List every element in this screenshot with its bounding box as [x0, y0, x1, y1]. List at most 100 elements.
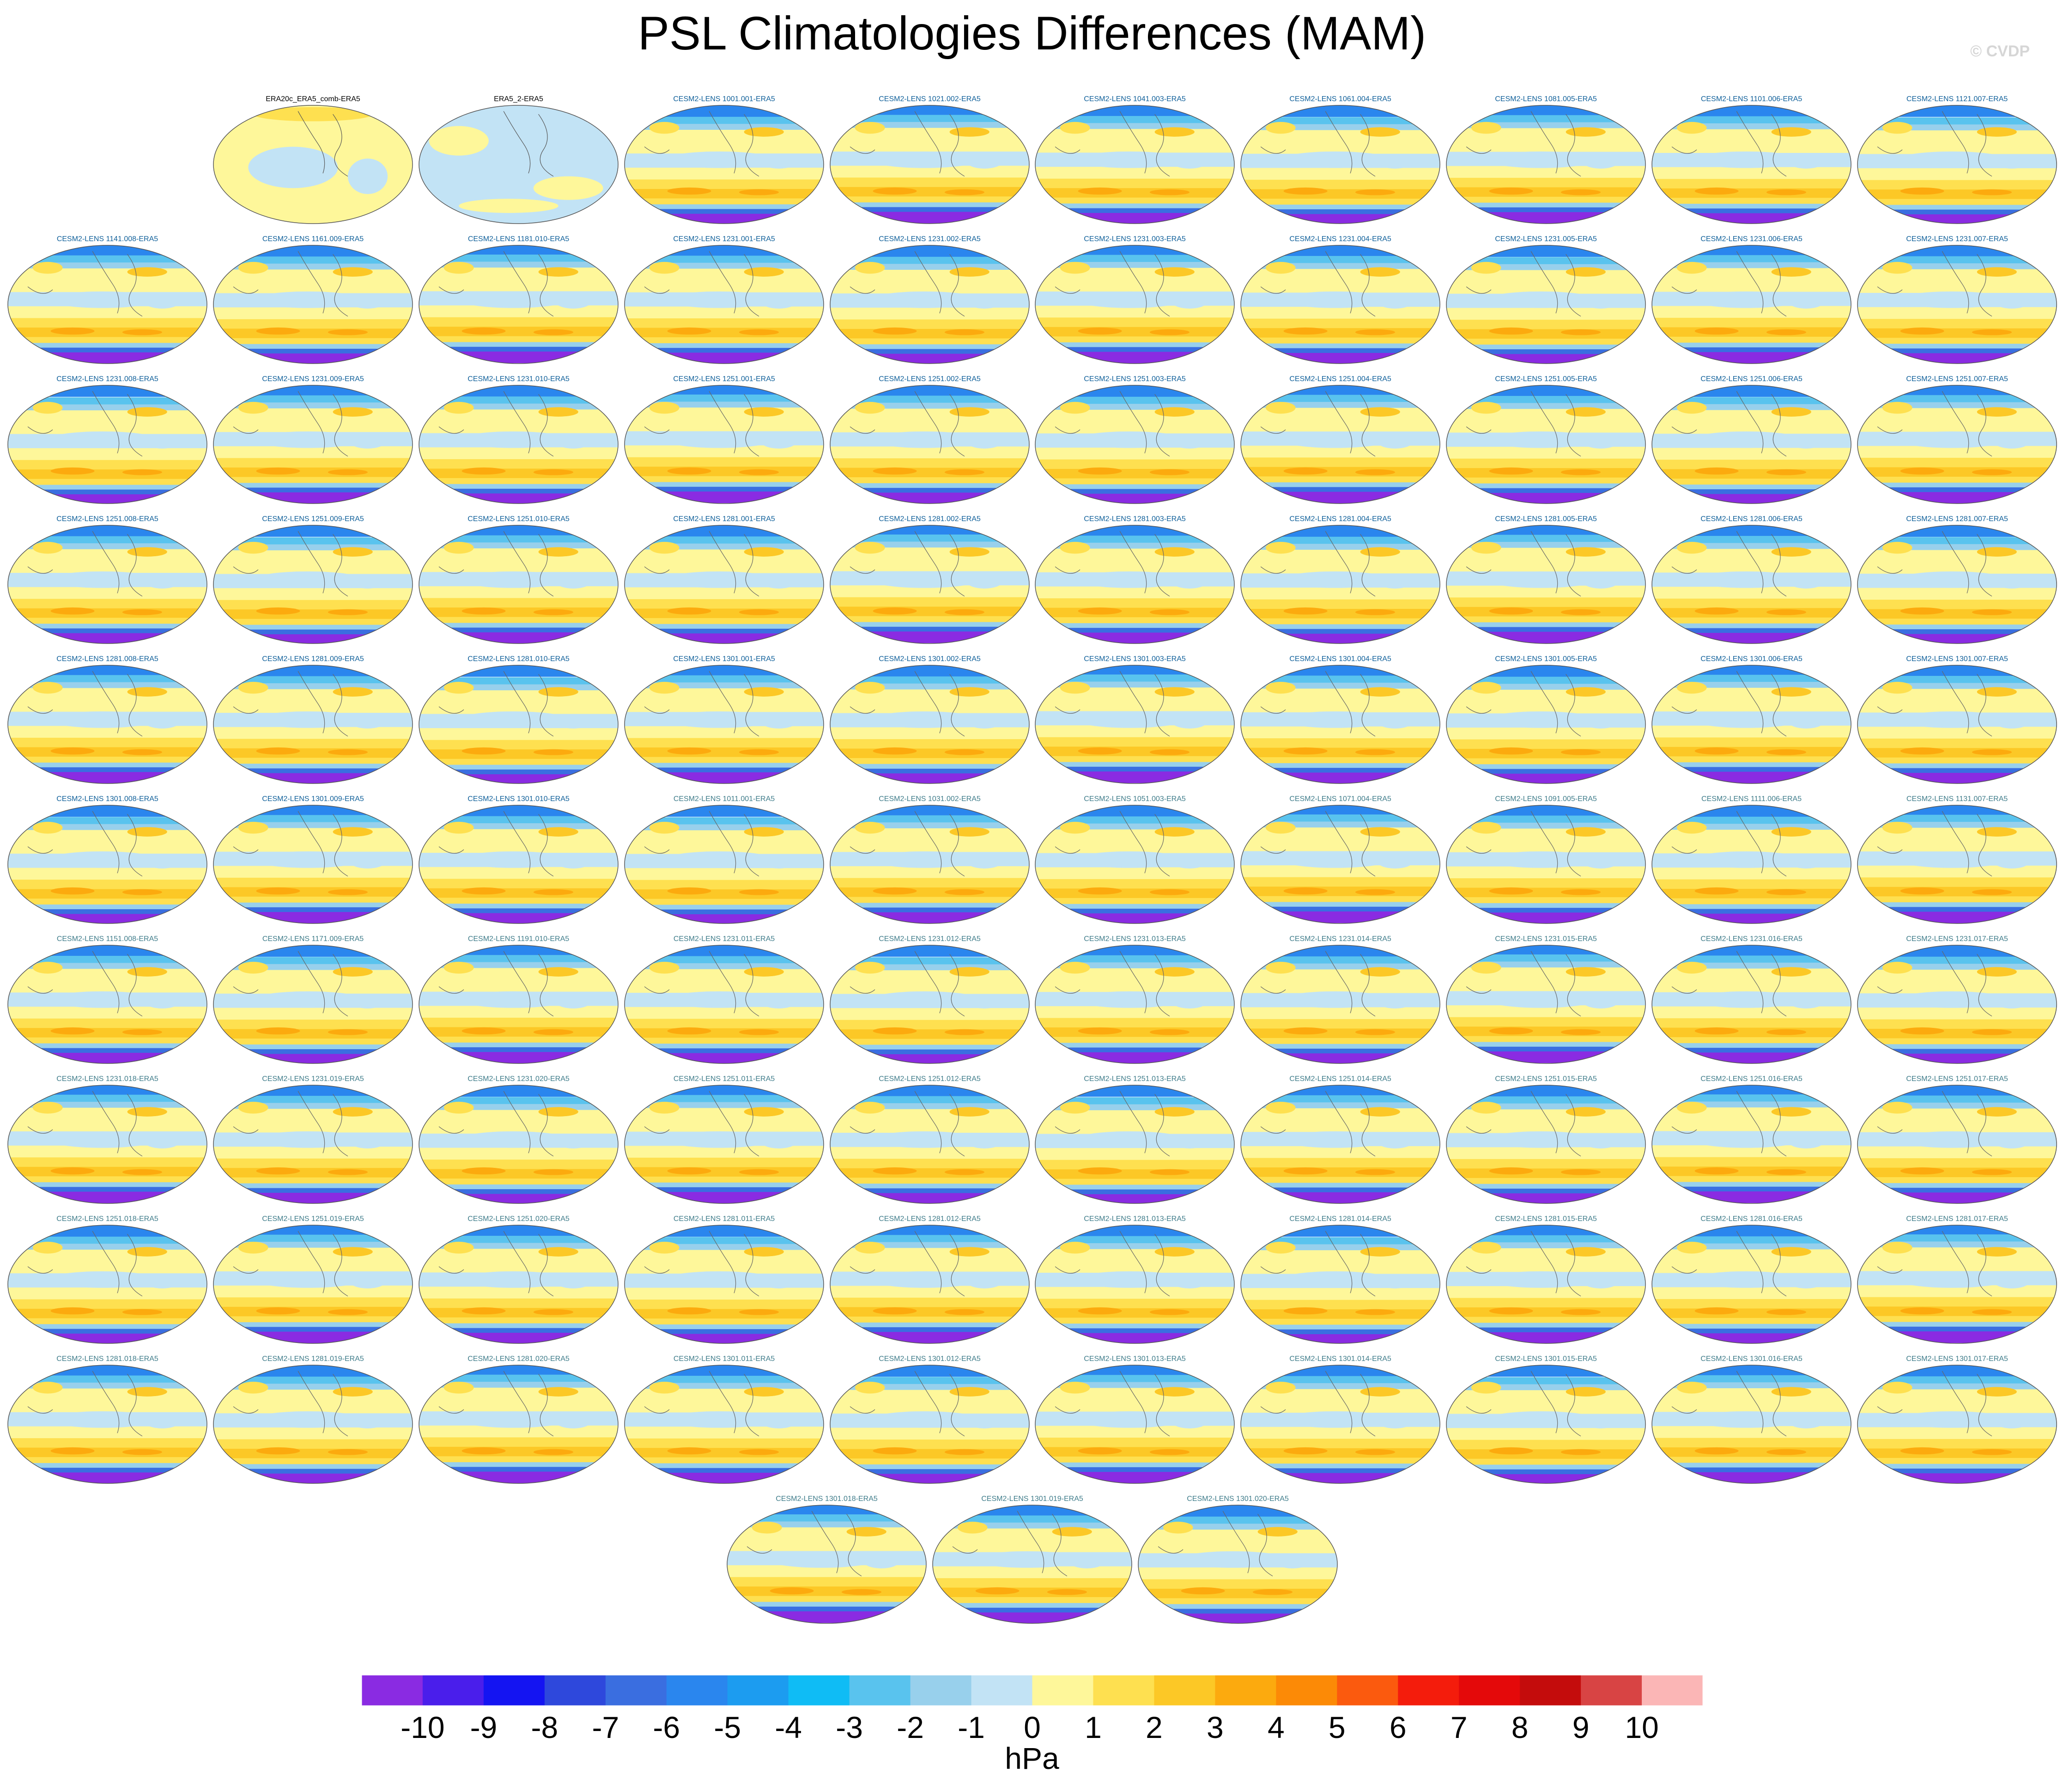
colorbar-tick-label: -5	[714, 1710, 741, 1744]
map-image	[213, 945, 413, 1064]
map-panel: CESM2-LENS 1231.008-ERA5	[6, 375, 208, 513]
map-image	[830, 385, 1030, 504]
map-panel: CESM2-LENS 1231.011-ERA5	[623, 935, 825, 1073]
map-image	[7, 945, 207, 1064]
map-image	[1035, 1225, 1235, 1344]
map-panel-label: CESM2-LENS 1281.005-ERA5	[1495, 515, 1597, 523]
map-panel: CESM2-LENS 1251.008-ERA5	[6, 515, 208, 653]
map-image	[1446, 385, 1646, 504]
map-panel-label: CESM2-LENS 1181.010-ERA5	[467, 235, 570, 243]
map-panel-label: CESM2-LENS 1251.018-ERA5	[56, 1215, 158, 1223]
map-image	[624, 105, 824, 224]
map-image	[1446, 245, 1646, 364]
map-panel-label: CESM2-LENS 1281.010-ERA5	[467, 655, 570, 663]
map-image	[1651, 1365, 1852, 1484]
map-panel-label: CESM2-LENS 1301.009-ERA5	[262, 795, 364, 803]
map-image	[1240, 245, 1440, 364]
map-image	[932, 1505, 1132, 1624]
colorbar-tick-label: 3	[1207, 1710, 1224, 1744]
map-image	[1240, 1225, 1440, 1344]
map-image	[1651, 525, 1852, 644]
map-panel-label: CESM2-LENS 1251.008-ERA5	[56, 515, 158, 523]
map-image	[1035, 1365, 1235, 1484]
map-image	[1035, 105, 1235, 224]
map-panel: CESM2-LENS 1231.014-ERA5	[1239, 935, 1441, 1073]
map-panel: CESM2-LENS 1031.002-ERA5	[829, 795, 1031, 933]
map-panel-label: CESM2-LENS 1281.019-ERA5	[262, 1355, 364, 1363]
map-panel: CESM2-LENS 1231.015-ERA5	[1445, 935, 1647, 1073]
map-image	[1240, 945, 1440, 1064]
map-image	[624, 805, 824, 924]
map-image	[1035, 385, 1235, 504]
map-panel-label: CESM2-LENS 1281.016-ERA5	[1700, 1215, 1803, 1223]
map-panel: CESM2-LENS 1231.018-ERA5	[6, 1075, 208, 1213]
map-panel-label: CESM2-LENS 1281.011-ERA5	[673, 1215, 775, 1223]
map-image	[7, 1085, 207, 1204]
map-image	[1857, 1365, 2057, 1484]
map-image	[1857, 1085, 2057, 1204]
map-panel-label: CESM2-LENS 1251.015-ERA5	[1495, 1075, 1597, 1083]
colorbar-swatch	[1276, 1675, 1337, 1706]
map-panel-label: CESM2-LENS 1121.007-ERA5	[1906, 95, 2008, 103]
map-image	[1857, 385, 2057, 504]
map-image	[1651, 665, 1852, 784]
map-panel: CESM2-LENS 1251.014-ERA5	[1239, 1075, 1441, 1213]
map-panel: CESM2-LENS 1021.002-ERA5	[829, 95, 1031, 233]
map-image	[7, 1225, 207, 1344]
map-panel-label: CESM2-LENS 1301.001-ERA5	[673, 655, 775, 663]
map-panel: CESM2-LENS 1101.006-ERA5	[1651, 95, 1852, 233]
colorbar-swatch	[727, 1675, 789, 1706]
colorbar-swatch	[849, 1675, 911, 1706]
map-panel: CESM2-LENS 1181.010-ERA5	[418, 235, 619, 373]
map-image	[1035, 1085, 1235, 1204]
map-image	[1857, 105, 2057, 224]
map-panel-label: CESM2-LENS 1301.012-ERA5	[879, 1355, 981, 1363]
map-image	[7, 525, 207, 644]
map-panel: CESM2-LENS 1281.011-ERA5	[623, 1215, 825, 1353]
colorbar-swatch	[1215, 1675, 1276, 1706]
map-image	[1446, 525, 1646, 644]
colorbar-tick-label: 10	[1625, 1710, 1658, 1744]
map-image	[624, 1085, 824, 1204]
map-panel: CESM2-LENS 1281.010-ERA5	[418, 655, 619, 793]
map-panel: CESM2-LENS 1281.018-ERA5	[6, 1355, 208, 1493]
map-image	[1240, 385, 1440, 504]
map-image	[1446, 105, 1646, 224]
map-image	[213, 385, 413, 504]
map-image	[1035, 245, 1235, 364]
map-image	[1651, 245, 1852, 364]
map-image	[213, 245, 413, 364]
map-panel: CESM2-LENS 1231.007-ERA5	[1856, 235, 2058, 373]
map-panel: CESM2-LENS 1251.004-ERA5	[1239, 375, 1441, 513]
map-panel-label: CESM2-LENS 1021.002-ERA5	[879, 95, 981, 103]
map-panel-label: CESM2-LENS 1251.006-ERA5	[1700, 375, 1803, 383]
map-panel-label: CESM2-LENS 1301.019-ERA5	[981, 1495, 1083, 1503]
colorbar-swatch	[1581, 1675, 1642, 1706]
map-panel: CESM2-LENS 1091.005-ERA5	[1445, 795, 1647, 933]
map-panel-label: CESM2-LENS 1231.012-ERA5	[879, 935, 981, 943]
map-panel-label: CESM2-LENS 1301.020-ERA5	[1187, 1495, 1289, 1503]
map-panel: CESM2-LENS 1281.016-ERA5	[1651, 1215, 1852, 1353]
map-panel-label: CESM2-LENS 1041.003-ERA5	[1084, 95, 1186, 103]
colorbar-tick-label: -4	[775, 1710, 802, 1744]
map-panel-label: CESM2-LENS 1251.009-ERA5	[262, 515, 364, 523]
map-panel: CESM2-LENS 1281.015-ERA5	[1445, 1215, 1647, 1353]
map-image	[830, 945, 1030, 1064]
map-panel-label: CESM2-LENS 1251.004-ERA5	[1289, 375, 1391, 383]
map-panel-label: CESM2-LENS 1231.004-ERA5	[1289, 235, 1391, 243]
map-image	[1651, 105, 1852, 224]
map-panel-label: CESM2-LENS 1231.007-ERA5	[1906, 235, 2008, 243]
colorbar-swatch	[1642, 1675, 1703, 1706]
map-panel: CESM2-LENS 1161.009-ERA5	[212, 235, 414, 373]
map-image	[1651, 1085, 1852, 1204]
map-panel-label: CESM2-LENS 1231.003-ERA5	[1084, 235, 1186, 243]
map-panel: CESM2-LENS 1061.004-ERA5	[1239, 95, 1441, 233]
map-panel: CESM2-LENS 1171.009-ERA5	[212, 935, 414, 1073]
map-panel-label: CESM2-LENS 1061.004-ERA5	[1289, 95, 1391, 103]
map-image	[830, 805, 1030, 924]
map-panel: CESM2-LENS 1301.010-ERA5	[418, 795, 619, 933]
map-panel: CESM2-LENS 1301.017-ERA5	[1856, 1355, 2058, 1493]
map-image	[1857, 945, 2057, 1064]
map-panel: CESM2-LENS 1301.019-ERA5	[931, 1494, 1133, 1633]
map-panel-label: CESM2-LENS 1281.004-ERA5	[1289, 515, 1391, 523]
